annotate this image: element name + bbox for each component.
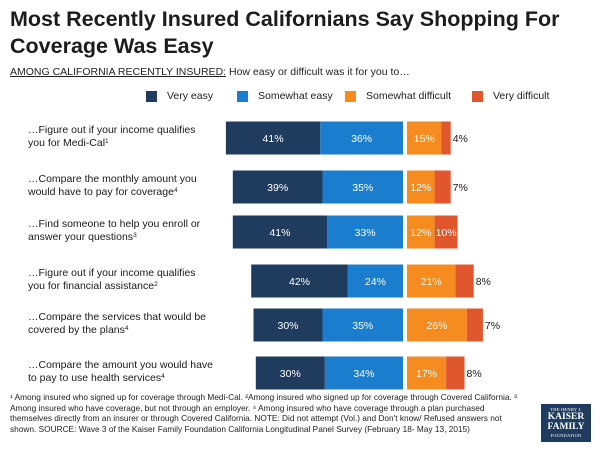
bar-very-difficult bbox=[466, 308, 483, 342]
data-label: 30% bbox=[280, 368, 301, 380]
data-label: 8% bbox=[467, 368, 482, 380]
legend-item-somewhat-difficult: Somewhat difficult bbox=[345, 90, 451, 102]
bar-very-easy bbox=[253, 308, 323, 342]
bar-somewhat-easy bbox=[320, 121, 403, 155]
bar-very-difficult bbox=[434, 170, 451, 204]
legend-swatch-very-easy bbox=[146, 90, 157, 102]
category-label: …Compare the amount you would have to pay… bbox=[28, 359, 213, 384]
category-label: …Compare the monthly amount you would hav… bbox=[27, 173, 197, 198]
subtitle-question: How easy or difficult was it for you to… bbox=[226, 66, 410, 78]
bar-very-easy bbox=[232, 170, 323, 204]
bar-very-easy bbox=[251, 264, 348, 298]
legend-swatch-somewhat-difficult bbox=[345, 90, 356, 102]
data-label: 24% bbox=[365, 276, 386, 288]
bar-somewhat-difficult bbox=[407, 308, 467, 342]
page-title: Most Recently Insured Californians Say S… bbox=[10, 7, 560, 58]
legend-swatch-very-difficult bbox=[472, 90, 483, 102]
logo-line-2: KAISER bbox=[547, 412, 585, 422]
legend-item-very-difficult: Very difficult bbox=[472, 90, 549, 102]
legend-label-very-easy: Very easy bbox=[167, 90, 214, 102]
logo-line-1: THE HENRY J. bbox=[550, 407, 582, 412]
data-label: 12% bbox=[410, 182, 431, 194]
legend-label-very-difficult: Very difficult bbox=[493, 90, 550, 102]
bar-somewhat-difficult bbox=[407, 170, 435, 204]
data-label: 4% bbox=[453, 133, 468, 145]
legend-label-somewhat-easy: Somewhat easy bbox=[258, 90, 333, 102]
data-label: 7% bbox=[453, 182, 468, 194]
bar-very-easy bbox=[232, 215, 328, 249]
chart-legend: Very easy Somewhat easy Somewhat difficu… bbox=[0, 90, 600, 104]
chart-subtitle: AMONG CALIFORNIA RECENTLY INSURED: How e… bbox=[10, 66, 410, 78]
bar-very-difficult bbox=[434, 215, 458, 249]
bar-somewhat-easy bbox=[324, 356, 403, 390]
legend-item-somewhat-easy: Somewhat easy bbox=[237, 90, 333, 102]
bar-somewhat-difficult bbox=[407, 264, 456, 298]
bar-somewhat-easy bbox=[327, 215, 403, 249]
legend-label-somewhat-difficult: Somewhat difficult bbox=[366, 90, 452, 102]
data-label: 36% bbox=[351, 133, 372, 145]
data-label: 17% bbox=[416, 368, 437, 380]
bar-somewhat-difficult bbox=[407, 121, 442, 155]
data-label: 34% bbox=[353, 368, 374, 380]
data-label: 33% bbox=[355, 227, 376, 239]
bar-somewhat-easy bbox=[322, 170, 403, 204]
data-label: 41% bbox=[269, 227, 290, 239]
bar-somewhat-difficult bbox=[407, 356, 447, 390]
legend-swatch-somewhat-easy bbox=[237, 90, 248, 102]
subtitle-lead: AMONG CALIFORNIA RECENTLY INSURED: bbox=[10, 66, 227, 78]
bar-very-easy bbox=[255, 356, 325, 390]
stacked-bar-chart: …Figure out if your income qualifies you … bbox=[27, 121, 500, 390]
logo-line-3: FAMILY bbox=[547, 422, 585, 432]
data-label: 42% bbox=[289, 276, 310, 288]
data-label: 26% bbox=[426, 320, 447, 332]
data-label: 35% bbox=[352, 320, 373, 332]
data-label: 30% bbox=[277, 320, 298, 332]
bar-very-difficult bbox=[441, 121, 451, 155]
bar-very-easy bbox=[225, 121, 321, 155]
bar-somewhat-easy bbox=[347, 264, 403, 298]
category-label: …Figure out if your income qualifies you … bbox=[28, 267, 196, 292]
data-label: 12% bbox=[410, 227, 431, 239]
data-label: 35% bbox=[352, 182, 373, 194]
bar-somewhat-easy bbox=[322, 308, 403, 342]
data-label: 41% bbox=[263, 133, 284, 145]
data-label: 39% bbox=[267, 182, 288, 194]
data-label: 7% bbox=[485, 320, 500, 332]
data-label: 8% bbox=[476, 276, 491, 288]
category-label: …Find someone to help you enroll or answe… bbox=[28, 218, 201, 243]
bar-very-difficult bbox=[455, 264, 474, 298]
logo-line-4: FOUNDATION bbox=[550, 433, 582, 438]
category-label: …Figure out if your income qualifies you … bbox=[28, 124, 196, 149]
bar-somewhat-difficult bbox=[407, 215, 435, 249]
data-label: 10% bbox=[436, 227, 457, 239]
footnote: ¹ Among insured who signed up for covera… bbox=[10, 392, 517, 434]
kff-logo: THE HENRY J. KAISER FAMILY FOUNDATION bbox=[541, 404, 591, 442]
data-label: 15% bbox=[414, 133, 435, 145]
data-label: 21% bbox=[421, 276, 442, 288]
category-label: …Compare the services that would be cover… bbox=[28, 311, 206, 336]
bar-very-difficult bbox=[446, 356, 465, 390]
legend-item-very-easy: Very easy bbox=[146, 90, 213, 102]
